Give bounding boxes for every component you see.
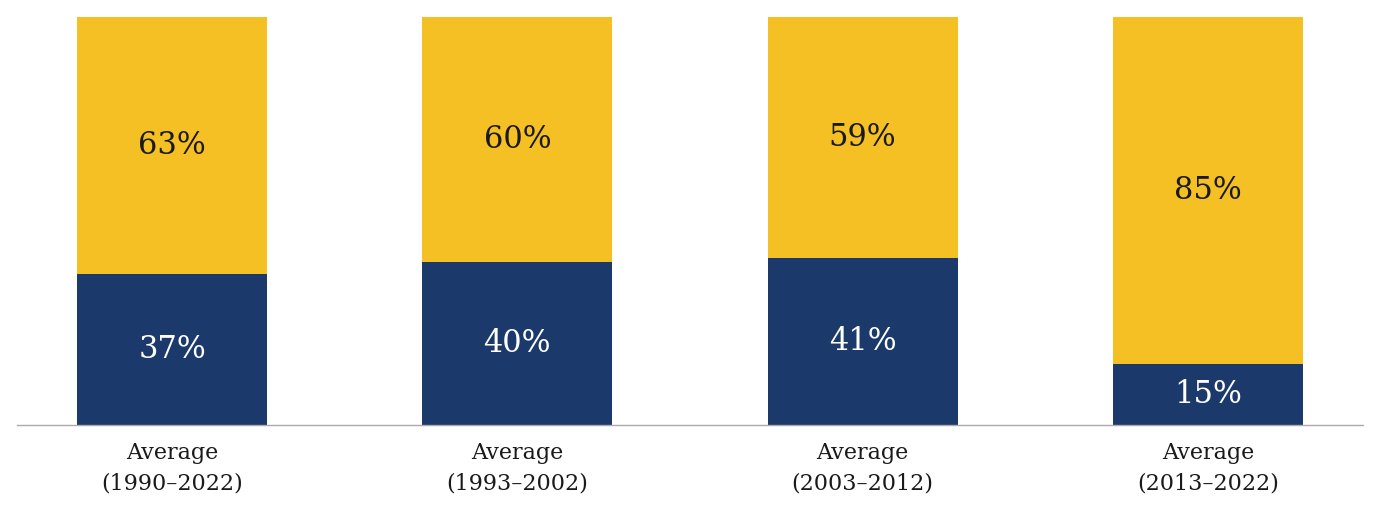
Bar bbox=[77, 17, 266, 274]
Text: 37%: 37% bbox=[138, 334, 206, 365]
Text: 63%: 63% bbox=[138, 130, 206, 161]
Text: 41%: 41% bbox=[829, 326, 897, 357]
Text: 85%: 85% bbox=[1174, 175, 1242, 206]
Text: 40%: 40% bbox=[483, 328, 551, 359]
Text: 59%: 59% bbox=[829, 122, 897, 153]
Bar bbox=[77, 274, 266, 425]
Bar bbox=[1114, 17, 1303, 364]
Bar bbox=[767, 258, 958, 425]
Text: 60%: 60% bbox=[483, 124, 551, 155]
Bar bbox=[422, 17, 613, 262]
Bar bbox=[767, 17, 958, 258]
Bar bbox=[422, 262, 613, 425]
Text: 15%: 15% bbox=[1174, 379, 1242, 410]
Bar bbox=[1114, 364, 1303, 425]
